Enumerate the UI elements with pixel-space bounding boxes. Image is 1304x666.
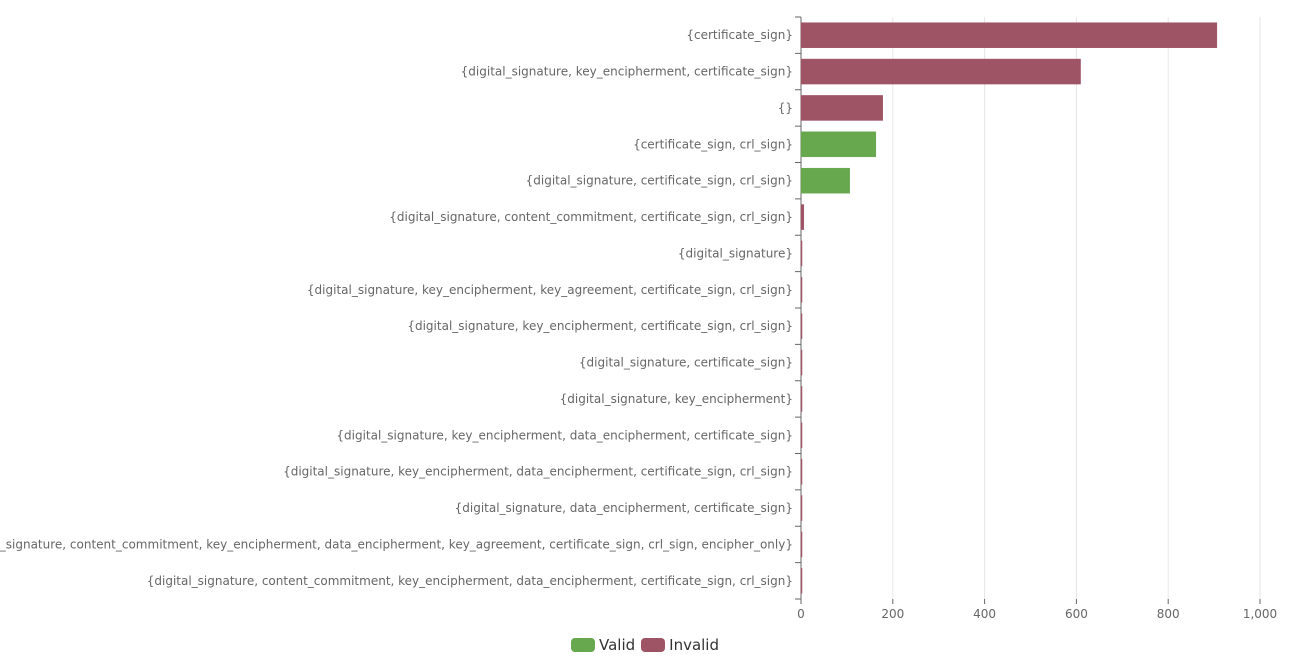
x-tick-label: 200	[881, 607, 904, 621]
legend-label-valid: Valid	[598, 636, 636, 654]
bar-invalid	[800, 313, 803, 339]
x-tick-label: 1,000	[1243, 607, 1277, 621]
x-tick-label: 800	[1157, 607, 1180, 621]
y-tick-label: {digital_signature, content_commitment, …	[147, 574, 793, 588]
y-tick-label: {digital_signature, key_encipherment, ce…	[407, 319, 793, 333]
legend-swatch-valid	[570, 638, 595, 652]
legend-item-valid[interactable]: Valid	[570, 636, 636, 654]
bar-invalid	[800, 349, 803, 376]
y-tick-label: {certificate_sign, crl_sign}	[633, 137, 793, 151]
bar-invalid	[800, 240, 803, 267]
y-tick-label: {digital_signature}	[678, 246, 793, 260]
bar-invalid	[800, 386, 803, 412]
y-tick-label: {digital_signature, key_encipherment}	[560, 392, 793, 406]
y-tick-label: {digital_signature, content_commitment, …	[389, 210, 793, 224]
bar-invalid	[800, 95, 883, 121]
y-tick-label: {digital_signature, key_encipherment, ce…	[461, 65, 793, 79]
legend: Valid Invalid	[0, 636, 1290, 654]
bar-invalid	[800, 204, 805, 230]
x-tick-label: 600	[1065, 607, 1088, 621]
bar-valid	[800, 167, 850, 194]
legend-item-invalid[interactable]: Invalid	[641, 636, 719, 654]
y-tick-label: {digital_signature, key_encipherment, da…	[283, 465, 793, 479]
bar-invalid	[800, 531, 803, 558]
bar-chart: {certificate_sign} {digital_signature, ke…	[0, 16, 1277, 621]
y-tick-label: {digital_signature, key_encipherment, ke…	[307, 283, 793, 297]
bar-invalid	[800, 495, 803, 521]
y-tick-label: {}	[778, 101, 793, 115]
y-tick-label: {digital_signature, data_encipherment, c…	[455, 501, 793, 515]
x-tick-label: 0	[797, 607, 805, 621]
bar-valid	[800, 131, 877, 158]
y-tick-label: {digital_signature, certificate_sign}	[579, 356, 793, 370]
bar-invalid	[800, 277, 803, 303]
legend-label-invalid: Invalid	[669, 636, 719, 654]
bar-invalid	[800, 568, 803, 594]
legend-swatch-invalid	[641, 638, 666, 652]
bar-invalid	[800, 422, 803, 449]
bar-invalid	[800, 58, 1081, 85]
x-tick-label: 400	[973, 607, 996, 621]
y-tick-label: {digital_signature, certificate_sign, cr…	[526, 174, 793, 188]
y-tick-label: {digital_signature, content_commitment, …	[0, 537, 793, 551]
bar-invalid	[800, 458, 803, 485]
y-tick-label: {certificate_sign}	[686, 28, 793, 42]
bar-invalid	[800, 22, 1218, 48]
y-tick-label: {digital_signature, key_encipherment, da…	[336, 428, 793, 442]
